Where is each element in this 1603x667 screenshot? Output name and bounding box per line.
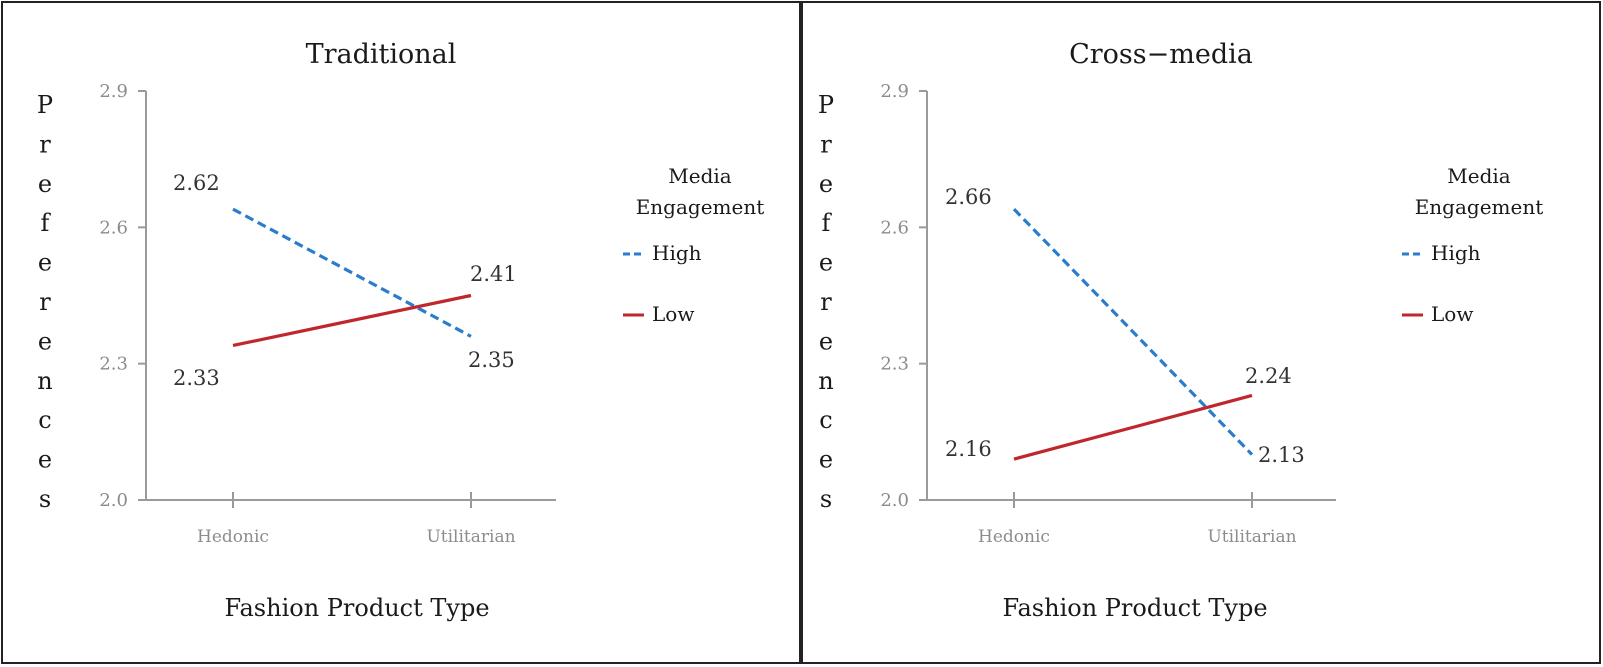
- legend-title-line2: Engagement: [1415, 195, 1544, 219]
- legend-label-high: High: [1431, 241, 1481, 265]
- series-line-low: [232, 293, 472, 348]
- data-label: 2.66: [945, 185, 992, 209]
- y-tick-label: 2.6: [99, 217, 128, 238]
- x-tick-label: Utilitarian: [1207, 527, 1296, 547]
- x-axis-title: Fashion Product Type: [224, 594, 489, 622]
- chart-traditional: Traditional 2.0 2.3 2.6 2.9 Hedonic Utilitaria…: [37, 39, 765, 622]
- y-tick-label: 2.9: [99, 81, 128, 102]
- x-axis-title: Fashion Product Type: [1002, 594, 1267, 622]
- chart-title: Cross−media: [1069, 39, 1253, 70]
- data-label: 2.16: [945, 437, 992, 461]
- legend-title-line1: Media: [1447, 164, 1511, 188]
- data-label: 2.13: [1258, 443, 1305, 467]
- chart-panel-cross-media: Cross−media 2.0 2.3 2.6 2.9 Hedonic Utilitaria…: [801, 1, 1601, 664]
- y-tick-label: 2.3: [880, 354, 909, 375]
- chart-panel-traditional: Traditional 2.0 2.3 2.6 2.9 Hedonic Utilitaria…: [1, 1, 801, 664]
- legend-title-line1: Media: [668, 164, 732, 188]
- chart-cross-media: Cross−media 2.0 2.3 2.6 2.9 Hedonic Utilitaria…: [818, 39, 1544, 622]
- data-label: 2.24: [1245, 364, 1292, 388]
- series-line-high: [1012, 208, 1254, 456]
- series-line-high: [232, 207, 472, 338]
- y-tick-label: 2.3: [99, 354, 128, 375]
- legend-title-line2: Engagement: [636, 195, 765, 219]
- x-tick-label: Utilitarian: [426, 527, 515, 547]
- y-tick-label: 2.0: [99, 490, 128, 511]
- chart-title: Traditional: [306, 39, 457, 70]
- legend-label-low: Low: [652, 302, 694, 326]
- legend-label-low: Low: [1431, 302, 1473, 326]
- y-tick-label: 2.6: [880, 217, 909, 238]
- data-label: 2.41: [470, 262, 517, 286]
- data-label: 2.33: [173, 366, 220, 390]
- data-label: 2.35: [468, 348, 515, 372]
- x-tick-label: Hedonic: [978, 527, 1050, 547]
- x-tick-label: Hedonic: [197, 527, 269, 547]
- y-tick-label: 2.9: [880, 81, 909, 102]
- y-tick-label: 2.0: [880, 490, 909, 511]
- series-line-low: [1013, 393, 1253, 461]
- data-label: 2.62: [173, 171, 220, 195]
- legend-label-high: High: [652, 241, 702, 265]
